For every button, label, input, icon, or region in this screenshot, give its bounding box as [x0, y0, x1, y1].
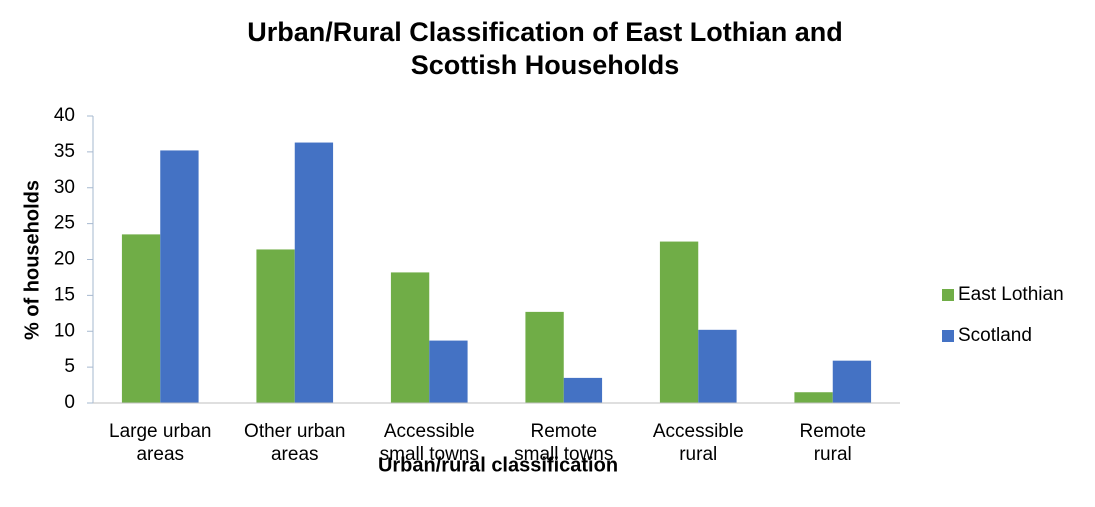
x-tick-label: Other urban areas [244, 421, 346, 465]
bar [794, 392, 833, 403]
bar [160, 150, 199, 403]
y-tick-label: 10 [54, 320, 75, 341]
y-tick-label: 15 [54, 284, 75, 305]
y-tick-label: 35 [54, 141, 75, 162]
bar [698, 329, 737, 403]
x-axis-label: Urban/rural classification [378, 454, 618, 476]
y-tick-label: 0 [64, 392, 75, 413]
chart-title: Urban/Rural Classification of East Lothi… [247, 17, 843, 80]
bar [390, 272, 430, 403]
y-tick-label: 20 [54, 249, 75, 270]
bar [121, 234, 161, 403]
legend-label: East Lothian [958, 284, 1064, 305]
legend-swatch [942, 289, 954, 301]
y-axis-label: % of households [21, 180, 43, 340]
y-tick-label: 30 [54, 177, 75, 198]
bar [525, 311, 564, 403]
x-tick-label: Remote rural [799, 421, 867, 465]
y-tick-label: 25 [54, 213, 75, 234]
x-tick-label: Accessible small towns [379, 421, 479, 465]
y-tick-label: 5 [64, 356, 75, 377]
legend-swatch [942, 330, 954, 342]
bar [256, 249, 295, 403]
x-tick-label: Accessible rural [652, 421, 744, 465]
bar [832, 360, 872, 403]
x-tick-label: Large urban areas [109, 421, 212, 465]
bar [429, 340, 468, 403]
bar [659, 241, 699, 403]
bar [294, 142, 334, 404]
x-tick-label: Remote small towns [514, 421, 614, 465]
legend-label: Scotland [958, 325, 1032, 346]
bar [563, 377, 603, 403]
y-tick-label: 40 [54, 105, 75, 126]
